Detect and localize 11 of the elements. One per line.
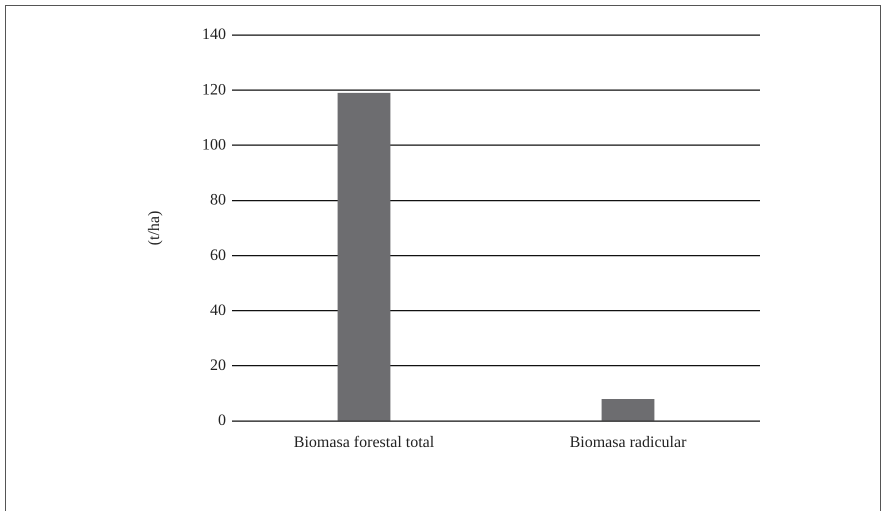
y-tick-label: 140	[202, 26, 226, 44]
y-tick-label: 60	[210, 246, 226, 264]
y-tick-label: 80	[210, 192, 226, 209]
y-tick-label: 0	[218, 412, 226, 430]
x-tick-label: Biomasa radicular	[570, 434, 688, 451]
y-tick-label: 40	[210, 302, 226, 319]
x-tick-label: Biomasa forestal total	[294, 434, 435, 451]
y-tick-label: 100	[202, 136, 226, 154]
y-tick-label: 120	[202, 81, 226, 98]
y-axis-title: (t/ha)	[146, 210, 164, 246]
y-tick-label: 20	[210, 357, 226, 374]
